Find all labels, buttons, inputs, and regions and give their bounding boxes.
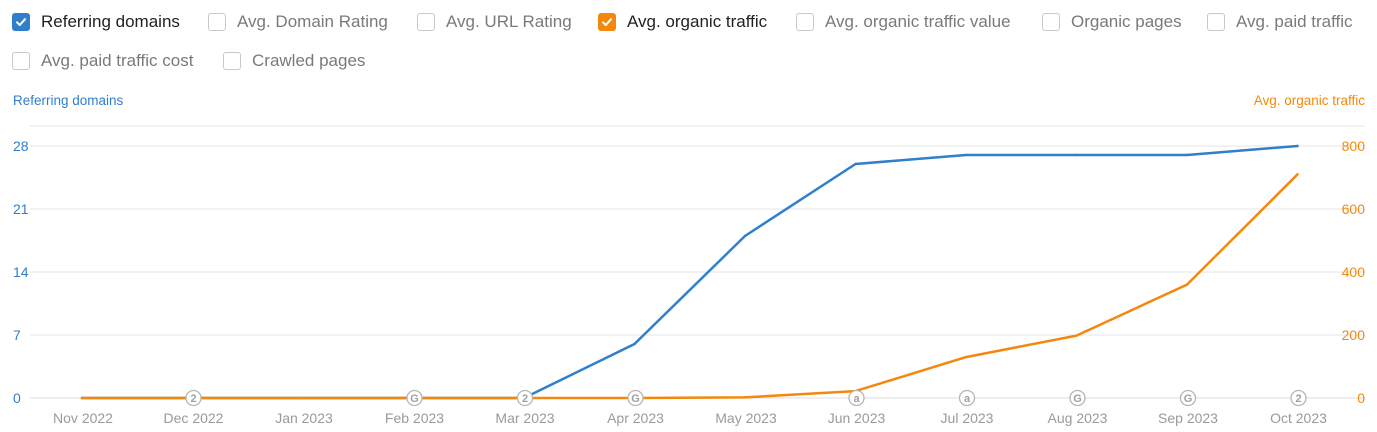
left-axis-tick-label: 21 (13, 201, 29, 217)
x-axis-tick-label: Feb 2023 (385, 410, 444, 426)
x-axis-tick-label: Dec 2022 (164, 410, 224, 426)
x-axis-tick-label: Sep 2023 (1158, 410, 1218, 426)
right-axis-tick-label: 600 (1342, 201, 1366, 217)
event-marker-icon (958, 389, 976, 407)
data-point-avg-organic-traffic (80, 396, 84, 400)
metric-checkbox-crawled-pages[interactable]: Crawled pages (223, 49, 365, 73)
event-marker-symbol: 2 (190, 393, 196, 405)
left-axis-tick-label: 0 (13, 390, 21, 406)
metric-checkbox-avg-url-rating[interactable]: Avg. URL Rating (417, 10, 572, 34)
data-point-referring-domains (633, 342, 636, 346)
metric-checkbox-referring-domains[interactable]: Referring domains (12, 10, 180, 34)
x-axis-tick-label: May 2023 (715, 410, 777, 426)
data-point-referring-domains (1296, 144, 1299, 148)
checkbox-icon (1042, 13, 1060, 31)
event-marker-icon (406, 389, 423, 407)
x-axis-tick-label: Nov 2022 (53, 410, 113, 426)
x-axis-tick-label: Mar 2023 (495, 410, 554, 426)
metric-label: Avg. Domain Rating (237, 12, 388, 31)
checkbox-checked-icon (598, 13, 616, 31)
left-axis-tick-label: 28 (13, 138, 29, 154)
data-point-avg-organic-traffic (1075, 334, 1078, 337)
event-marker-symbol: a (853, 393, 860, 405)
line-chart: 0 7 14 21 28 0 200 400 600 800 Nov 2022 Dec 2022 Jan… (13, 125, 1366, 426)
series-line-avg-organic-traffic (80, 173, 1299, 400)
metric-label: Avg. organic traffic value (825, 12, 1011, 31)
right-axis-tick-label: 800 (1342, 138, 1366, 154)
event-marker-icon (185, 389, 202, 407)
metric-toggle-bar: Referring domains Avg. Domain Rating Avg… (0, 0, 1377, 84)
right-axis-tick-label: 0 (1357, 390, 1365, 406)
metric-label: Avg. paid traffic cost (41, 51, 194, 70)
left-axis-tick-label: 14 (13, 264, 29, 280)
data-point-referring-domains (1075, 153, 1078, 157)
data-point-referring-domains (1185, 153, 1189, 157)
event-marker-icon (516, 389, 534, 407)
x-axis-tick-label: Jan 2023 (275, 410, 333, 426)
checkbox-icon (208, 13, 226, 31)
event-marker-symbol: G (631, 393, 640, 405)
left-axis-title: Referring domains (13, 93, 124, 108)
metric-checkbox-avg-paid-traffic-cost[interactable]: Avg. paid traffic cost (12, 49, 193, 73)
metric-label: Organic pages (1071, 12, 1182, 31)
event-marker-icon (848, 389, 865, 407)
metric-label: Avg. organic traffic (627, 12, 768, 31)
right-axis-tick-label: 200 (1342, 327, 1366, 343)
data-point-avg-organic-traffic (964, 355, 968, 359)
metric-label: Referring domains (41, 12, 180, 31)
checkbox-checked-icon (12, 13, 30, 31)
data-point-avg-organic-traffic (1296, 173, 1299, 176)
x-axis-tick-label: Oct 2023 (1270, 410, 1327, 426)
metric-checkbox-avg-paid-traffic[interactable]: Avg. paid traffic (1207, 10, 1353, 34)
event-marker-symbol: G (1184, 393, 1193, 405)
right-axis-tick-label: 400 (1342, 264, 1366, 280)
event-marker-icon (1069, 389, 1086, 407)
data-point-referring-domains (743, 234, 747, 238)
metric-label: Avg. URL Rating (446, 12, 572, 31)
event-marker-icon (627, 389, 644, 407)
x-axis-tick-label: Apr 2023 (607, 410, 664, 426)
x-axis-tick-label: Aug 2023 (1048, 410, 1108, 426)
left-axis-tick-label: 7 (13, 327, 21, 343)
metric-checkbox-avg-organic-traffic[interactable]: Avg. organic traffic (598, 10, 767, 34)
metric-label: Avg. paid traffic (1236, 12, 1353, 31)
checkbox-icon (1207, 13, 1225, 31)
metric-checkbox-organic-pages[interactable]: Organic pages (1042, 10, 1182, 34)
event-marker-symbol: G (1073, 393, 1082, 405)
data-point-avg-organic-traffic (743, 396, 747, 399)
event-marker-symbol: a (964, 393, 971, 405)
data-point-referring-domains (854, 162, 857, 166)
data-point-referring-domains (964, 153, 968, 157)
metric-label: Crawled pages (252, 51, 366, 70)
event-marker-symbol: G (410, 393, 419, 405)
checkbox-icon (796, 13, 814, 31)
checkbox-icon (223, 52, 241, 70)
metric-checkbox-avg-organic-traffic-value[interactable]: Avg. organic traffic value (796, 10, 1011, 34)
event-marker-symbol: 2 (1295, 393, 1301, 405)
metric-checkbox-avg-domain-rating[interactable]: Avg. Domain Rating (208, 10, 388, 34)
checkbox-icon (12, 52, 30, 70)
checkbox-icon (417, 13, 435, 31)
x-axis-tick-label: Jun 2023 (828, 410, 886, 426)
event-marker-icon (1290, 389, 1307, 407)
x-axis-tick-label: Jul 2023 (941, 410, 994, 426)
data-point-avg-organic-traffic (1185, 283, 1189, 286)
data-point-avg-organic-traffic (301, 396, 305, 400)
event-marker-icon (1179, 389, 1197, 407)
event-marker-symbol: 2 (522, 393, 528, 405)
right-axis-title: Avg. organic traffic (1253, 93, 1365, 108)
